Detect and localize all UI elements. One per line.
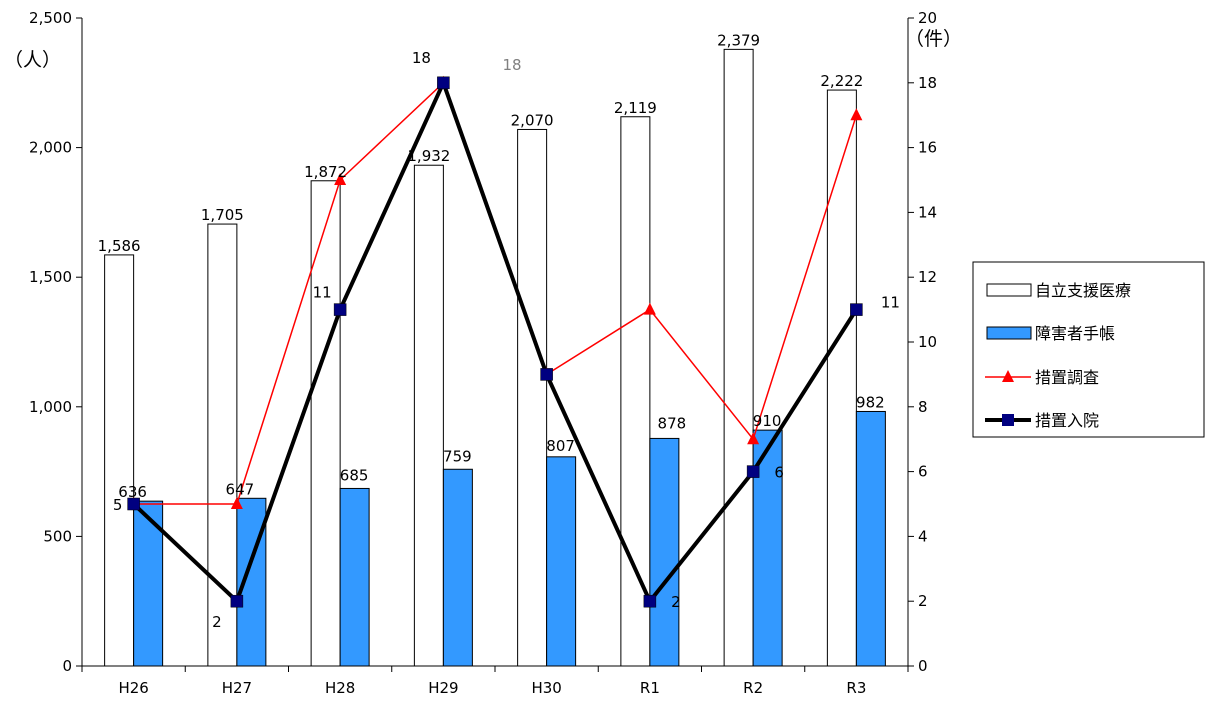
bars bbox=[104, 48, 886, 667]
x-tick-label: R1 bbox=[640, 679, 660, 697]
marker-sochi-chosa bbox=[643, 302, 656, 315]
marker-sochi-nyuin bbox=[127, 497, 140, 511]
label-sochi-nyuin: 5 bbox=[113, 496, 123, 514]
y-left-unit: （人） bbox=[4, 49, 61, 71]
x-tick-label: H27 bbox=[222, 679, 252, 697]
label-sochi-nyuin: 18 bbox=[412, 49, 431, 67]
data-labels: 1,586 1,705 1,872 1,932 2,070 2,119 2,379 2,222… bbox=[98, 31, 900, 631]
bar-shogaisha-techo bbox=[649, 437, 680, 667]
label-shogaisha-techo: 807 bbox=[546, 437, 575, 455]
label-shogaisha-techo: 647 bbox=[226, 480, 255, 498]
bar-jiritsu-shien bbox=[207, 223, 238, 667]
lines bbox=[127, 75, 863, 608]
y-right-tick-label: 8 bbox=[918, 398, 928, 416]
x-tick-label: H29 bbox=[428, 679, 458, 697]
y-left-tick-label: 1,000 bbox=[29, 398, 72, 416]
y-left-tick-label: 2,000 bbox=[29, 139, 72, 157]
label-jiritsu-shien: 1,932 bbox=[407, 147, 450, 165]
bar-jiritsu-shien bbox=[826, 89, 857, 667]
legend-label-sochi-chosa: 措置調査 bbox=[1035, 368, 1099, 387]
label-jiritsu-shien: 2,119 bbox=[614, 99, 657, 117]
label-sochi-nyuin: 11 bbox=[881, 294, 900, 312]
label-shogaisha-techo: 982 bbox=[856, 393, 885, 411]
marker-sochi-nyuin bbox=[333, 303, 347, 316]
label-jiritsu-shien: 2,379 bbox=[717, 31, 760, 49]
label-jiritsu-shien: 1,872 bbox=[304, 163, 347, 181]
label-shogaisha-techo: 759 bbox=[443, 447, 472, 465]
y-left-tick-label: 500 bbox=[43, 527, 72, 545]
y-right-tick-label: 14 bbox=[918, 203, 937, 221]
y-right-tick-label: 20 bbox=[918, 9, 937, 27]
marker-sochi-nyuin bbox=[850, 303, 863, 316]
x-tick-label: R3 bbox=[846, 679, 866, 697]
label-shogaisha-techo: 878 bbox=[658, 414, 687, 432]
label-shogaisha-techo: 636 bbox=[118, 483, 147, 501]
y-right-tick-label: 0 bbox=[918, 657, 928, 675]
y-right-tick-label: 16 bbox=[918, 139, 937, 157]
y-left-tick-label: 0 bbox=[62, 657, 72, 675]
legend-marker-sochi-chosa bbox=[1002, 370, 1014, 382]
marker-sochi-chosa bbox=[850, 108, 863, 121]
legend-marker-sochi-nyuin bbox=[1002, 414, 1014, 426]
y-right-tick-label: 12 bbox=[918, 268, 937, 286]
marker-sochi-nyuin bbox=[437, 76, 450, 90]
bar-shogaisha-techo bbox=[442, 468, 473, 667]
marker-sochi-nyuin bbox=[230, 594, 244, 608]
marker-sochi-nyuin bbox=[643, 594, 657, 608]
bar-jiritsu-shien bbox=[413, 164, 444, 667]
label-shogaisha-techo: 685 bbox=[340, 466, 369, 484]
annotation-label: 18 bbox=[502, 56, 521, 74]
label-jiritsu-shien: 2,070 bbox=[511, 111, 554, 129]
label-jiritsu-shien: 1,705 bbox=[201, 206, 244, 224]
y-right-tick-label: 2 bbox=[918, 592, 928, 610]
x-tick-label: H26 bbox=[118, 679, 148, 697]
legend-label-jiritsu-shien: 自立支援医療 bbox=[1035, 281, 1131, 300]
y-right-unit: （件） bbox=[905, 28, 962, 50]
y-right-tick-label: 4 bbox=[918, 527, 928, 545]
marker-sochi-chosa bbox=[230, 497, 243, 509]
legend-label-sochi-nyuin: 措置入院 bbox=[1035, 411, 1099, 430]
bar-shogaisha-techo bbox=[546, 456, 577, 667]
label-sochi-nyuin: 11 bbox=[313, 284, 332, 302]
y-right-tick-label: 18 bbox=[918, 74, 937, 92]
bar-jiritsu-shien bbox=[620, 116, 651, 667]
label-sochi-nyuin: 6 bbox=[774, 464, 784, 482]
line-sochi-nyuin bbox=[132, 77, 859, 605]
legend-swatch-shogaisha-techo bbox=[986, 326, 1032, 340]
marker-sochi-nyuin bbox=[746, 465, 760, 478]
axes: 0 500 1,000 1,500 2,000 2,500 0 2 4 6 8 10 12 14 16 18 2… bbox=[4, 9, 962, 697]
x-tick-label: H28 bbox=[325, 679, 355, 697]
y-right-tick-label: 6 bbox=[918, 463, 928, 481]
bar-shogaisha-techo bbox=[339, 487, 370, 667]
bar-shogaisha-techo bbox=[236, 497, 267, 667]
legend-label-shogaisha-techo: 障害者手帳 bbox=[1035, 324, 1115, 343]
x-tick-label: R2 bbox=[743, 679, 763, 697]
y-right-tick-label: 10 bbox=[918, 333, 937, 351]
label-jiritsu-shien: 2,222 bbox=[820, 72, 863, 90]
label-shogaisha-techo: 910 bbox=[753, 412, 782, 430]
bar-shogaisha-techo bbox=[855, 410, 886, 667]
bar-jiritsu-shien bbox=[517, 128, 548, 667]
bar-jiritsu-shien bbox=[723, 48, 754, 667]
marker-sochi-chosa bbox=[747, 432, 760, 445]
y-left-tick-label: 2,500 bbox=[29, 9, 72, 27]
marker-sochi-nyuin bbox=[540, 368, 553, 381]
bar-jiritsu-shien bbox=[104, 254, 135, 667]
x-tick-label: H30 bbox=[531, 679, 561, 697]
legend-swatch-jiritsu-shien bbox=[986, 283, 1032, 297]
marker-sochi-chosa bbox=[334, 173, 347, 185]
label-sochi-nyuin: 2 bbox=[212, 613, 222, 631]
label-jiritsu-shien: 1,586 bbox=[98, 237, 141, 255]
y-left-tick-label: 1,500 bbox=[29, 268, 72, 286]
bar-jiritsu-shien bbox=[310, 180, 341, 667]
label-sochi-nyuin: 2 bbox=[671, 593, 681, 611]
